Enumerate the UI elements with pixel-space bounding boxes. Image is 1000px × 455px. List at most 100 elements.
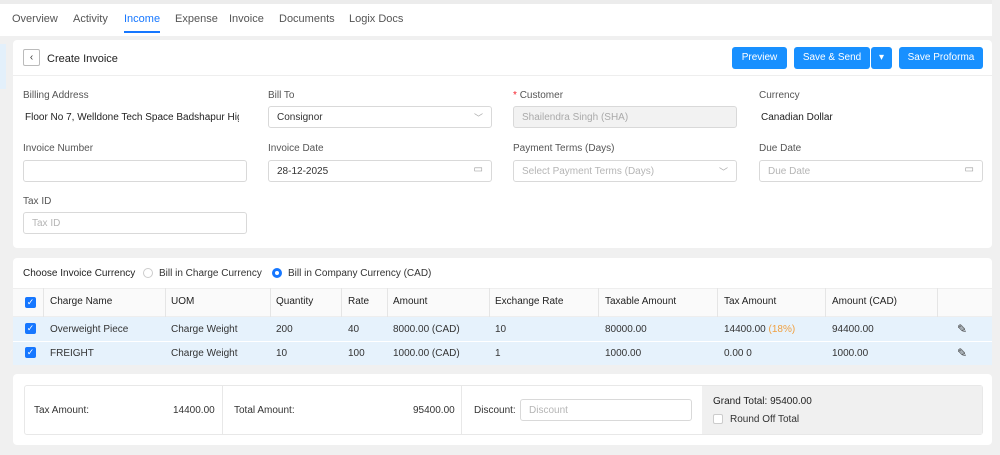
invoice-date-label: Invoice Date xyxy=(268,143,324,154)
round-off-label[interactable]: Round Off Total xyxy=(730,414,800,425)
cell-rate: 40 xyxy=(348,324,360,335)
due-date-input[interactable]: Due Date ▭ xyxy=(759,160,983,182)
invoice-date-input[interactable]: 28-12-2025 ▭ xyxy=(268,160,492,182)
grand-total: Grand Total: 95400.00 xyxy=(713,396,812,407)
calendar-icon: ▭ xyxy=(964,164,974,175)
discount-label: Discount: xyxy=(474,405,516,416)
page-title: Create Invoice xyxy=(47,53,118,65)
cell-exchange-rate: 10 xyxy=(495,324,507,335)
tax-id-input[interactable]: Tax ID xyxy=(23,212,247,234)
cell-uom: Charge Weight xyxy=(171,348,238,359)
select-all-checkbox[interactable]: ✓ xyxy=(25,297,36,308)
bill-to-label: Bill To xyxy=(268,90,295,101)
grand-total-panel xyxy=(702,386,982,434)
col-amount-cad: Amount (CAD) xyxy=(832,296,898,307)
payment-terms-label: Payment Terms (Days) xyxy=(513,143,615,154)
edit-icon[interactable]: ✎ xyxy=(957,322,968,336)
divider xyxy=(222,386,223,434)
col-tax-amount: Tax Amount xyxy=(724,296,777,307)
tab-invoice[interactable]: Invoice xyxy=(229,13,264,25)
row-checkbox[interactable]: ✓ xyxy=(25,347,36,358)
save-send-button[interactable]: Save & Send xyxy=(794,47,870,69)
payment-terms-select[interactable]: Select Payment Terms (Days) ﹀ xyxy=(513,160,737,182)
save-proforma-button[interactable]: Save Proforma xyxy=(899,47,983,69)
cell-amount-cad: 94400.00 xyxy=(832,324,874,335)
row-checkbox[interactable]: ✓ xyxy=(25,323,36,334)
tab-overview[interactable]: Overview xyxy=(12,13,58,25)
col-amount: Amount xyxy=(393,296,428,307)
col-rate: Rate xyxy=(348,296,370,307)
invoice-number-input[interactable] xyxy=(23,160,247,182)
divider xyxy=(13,75,992,76)
summary-box xyxy=(24,385,983,435)
round-off-checkbox[interactable] xyxy=(713,414,723,424)
customer-label-text: Customer xyxy=(519,90,564,101)
cell-amount: 1000.00 (CAD) xyxy=(393,348,460,359)
caret-down-icon: ▾ xyxy=(878,52,885,63)
billing-address-label: Billing Address xyxy=(23,90,89,101)
cell-taxable-amount: 1000.00 xyxy=(605,348,642,359)
col-taxable-amount: Taxable Amount xyxy=(605,296,677,307)
currency-label: Currency xyxy=(759,90,800,101)
save-send-dropdown[interactable]: ▾ xyxy=(871,47,892,69)
total-amount-value: 95400.00 xyxy=(413,405,455,416)
tax-amount-label: Tax Amount: xyxy=(34,405,90,416)
discount-placeholder: Discount xyxy=(529,405,568,416)
cell-amount-cad: 1000.00 xyxy=(832,348,869,359)
discount-input[interactable]: Discount xyxy=(520,399,692,421)
col-exchange-rate: Exchange Rate xyxy=(495,296,564,307)
option-charge-currency[interactable]: Bill in Charge Currency xyxy=(159,268,262,279)
back-button[interactable]: ‹ xyxy=(23,49,40,66)
cell-uom: Charge Weight xyxy=(171,324,238,335)
cell-amount: 8000.00 (CAD) xyxy=(393,324,460,335)
chevron-left-icon: ‹ xyxy=(29,52,34,63)
due-date-placeholder: Due Date xyxy=(768,166,811,177)
tax-amount-value: 14400.00 xyxy=(173,405,215,416)
currency-choice-label: Choose Invoice Currency xyxy=(23,268,136,279)
due-date-label: Due Date xyxy=(759,143,802,154)
invoice-date-value: 28-12-2025 xyxy=(277,166,329,177)
cell-charge-name: FREIGHT xyxy=(50,348,94,359)
edit-icon[interactable]: ✎ xyxy=(957,346,968,360)
bill-to-value: Consignor xyxy=(277,112,323,123)
cell-exchange-rate: 1 xyxy=(495,348,501,359)
billing-address-value: Floor No 7, Welldone Tech Space Badshapu… xyxy=(25,112,239,123)
cell-quantity: 10 xyxy=(276,348,288,359)
chevron-down-icon: ﹀ xyxy=(718,167,728,177)
preview-button[interactable]: Preview xyxy=(732,47,787,69)
tab-logix-docs[interactable]: Logix Docs xyxy=(349,13,404,25)
radio-charge-currency[interactable] xyxy=(143,268,153,278)
cell-tax-amount: 0.00 0 xyxy=(724,348,752,359)
required-mark: * xyxy=(513,90,517,101)
tab-documents[interactable]: Documents xyxy=(279,13,335,25)
tax-id-placeholder: Tax ID xyxy=(32,218,61,229)
option-company-currency[interactable]: Bill in Company Currency (CAD) xyxy=(288,268,432,279)
cell-charge-name: Overweight Piece xyxy=(50,324,129,335)
tax-id-label: Tax ID xyxy=(23,196,52,207)
col-quantity: Quantity xyxy=(276,296,314,307)
table-header xyxy=(13,288,992,317)
currency-value: Canadian Dollar xyxy=(761,112,833,123)
cell-rate: 100 xyxy=(348,348,365,359)
tab-bar: Overview Activity Income Expense Invoice… xyxy=(0,0,992,36)
divider xyxy=(461,386,462,434)
tab-activity[interactable]: Activity xyxy=(73,13,108,25)
cell-tax-amount: 14400.00 (18%) xyxy=(724,324,795,335)
radio-company-currency[interactable] xyxy=(272,268,282,278)
tax-percent: (18%) xyxy=(768,324,796,335)
row-divider xyxy=(13,341,992,342)
chevron-down-icon: ﹀ xyxy=(473,113,483,123)
cell-taxable-amount: 80000.00 xyxy=(605,324,647,335)
invoice-number-label: Invoice Number xyxy=(23,143,94,154)
calendar-icon: ▭ xyxy=(473,164,483,175)
sidebar-highlight xyxy=(0,44,6,89)
total-amount-label: Total Amount: xyxy=(234,405,295,416)
customer-label: * Customer xyxy=(513,90,563,101)
bill-to-select[interactable]: Consignor ﹀ xyxy=(268,106,492,128)
tab-expense[interactable]: Expense xyxy=(175,13,218,25)
payment-terms-placeholder: Select Payment Terms (Days) xyxy=(522,166,655,177)
tab-income[interactable]: Income xyxy=(124,13,161,33)
customer-field: Shailendra Singh (SHA) xyxy=(513,106,737,128)
cell-quantity: 200 xyxy=(276,324,293,335)
tax-value: 14400.00 xyxy=(724,324,766,335)
